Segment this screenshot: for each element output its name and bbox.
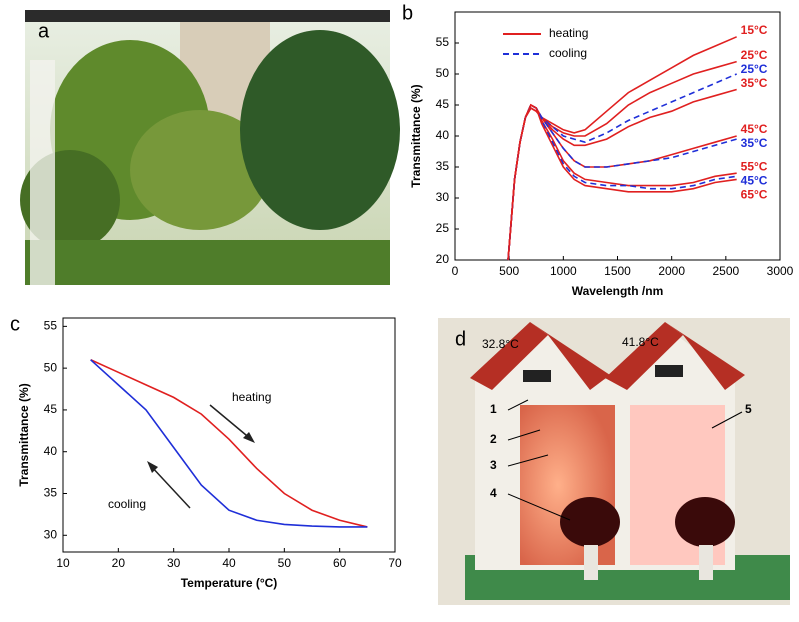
y-tick-label: 35 — [436, 159, 450, 173]
y-tick-label: 25 — [436, 221, 450, 235]
series-label: 45°C — [741, 122, 768, 136]
series-annotation: cooling — [108, 497, 146, 511]
plot-frame — [62, 317, 396, 553]
y-tick-label: 45 — [436, 97, 450, 111]
x-tick-label: 1000 — [550, 264, 577, 278]
photo-d — [438, 318, 790, 605]
series-line — [507, 103, 737, 261]
y-tick-label: 30 — [44, 527, 58, 541]
x-tick-label: 10 — [56, 556, 70, 570]
y-tick-label: 40 — [44, 444, 58, 458]
x-axis-label: Wavelength /nm — [572, 284, 664, 298]
temperature-label: 41.8°C — [622, 335, 659, 349]
series-line — [507, 60, 737, 261]
y-tick-label: 55 — [44, 319, 58, 333]
part-number: 2 — [490, 432, 497, 446]
x-tick-label: 50 — [278, 556, 292, 570]
panel-label: b — [402, 2, 413, 24]
series-label: 35°C — [741, 136, 768, 150]
series-line — [507, 103, 737, 261]
x-tick-label: 60 — [333, 556, 347, 570]
x-tick-label: 70 — [388, 556, 402, 570]
part-number: 1 — [490, 402, 497, 416]
panel-label: c — [10, 313, 20, 335]
x-tick-label: 30 — [167, 556, 181, 570]
x-tick-label: 40 — [222, 556, 236, 570]
x-tick-label: 2000 — [658, 264, 685, 278]
arrowhead — [147, 461, 158, 473]
series-label: 25°C — [741, 48, 768, 62]
arrow — [149, 464, 191, 509]
series-line — [90, 359, 368, 528]
x-tick-label: 3000 — [767, 264, 794, 278]
legend-label: cooling — [549, 46, 587, 60]
x-axis-label: Temperature (°C) — [181, 576, 278, 590]
series-line — [507, 88, 737, 261]
series-line — [90, 359, 368, 528]
part-number: 3 — [490, 458, 497, 472]
part-number: 5 — [745, 402, 752, 416]
y-tick-label: 40 — [436, 128, 450, 142]
temperature-label: 32.8°C — [482, 337, 519, 351]
series-annotation: heating — [232, 390, 271, 404]
part-number: 4 — [490, 486, 497, 500]
series-label: 55°C — [741, 159, 768, 173]
series-line — [507, 73, 737, 261]
y-axis-label: Transmittance (%) — [409, 84, 423, 187]
y-tick-label: 50 — [44, 360, 58, 374]
series-label: 35°C — [741, 76, 768, 90]
y-tick-label: 50 — [436, 66, 450, 80]
panel-label: a — [38, 20, 50, 42]
y-tick-label: 45 — [44, 402, 58, 416]
y-tick-label: 20 — [436, 252, 450, 266]
x-tick-label: 2500 — [712, 264, 739, 278]
x-tick-label: 0 — [452, 264, 459, 278]
arrowhead — [243, 432, 255, 443]
series-label: 65°C — [741, 187, 768, 201]
y-tick-label: 55 — [436, 35, 450, 49]
y-axis-label: Transmittance (%) — [17, 383, 31, 486]
arrow — [209, 404, 253, 441]
plot-frame — [454, 11, 781, 261]
series-label: 25°C — [741, 62, 768, 76]
x-tick-label: 1500 — [604, 264, 631, 278]
series-line — [507, 103, 737, 261]
y-tick-label: 30 — [436, 190, 450, 204]
x-tick-label: 20 — [112, 556, 126, 570]
legend-label: heating — [549, 26, 588, 40]
series-label: 15°C — [741, 23, 768, 37]
series-label: 45°C — [741, 173, 768, 187]
x-tick-label: 500 — [499, 264, 519, 278]
photo-a — [20, 10, 400, 285]
panel-label: d — [455, 328, 466, 350]
y-tick-label: 35 — [44, 486, 58, 500]
